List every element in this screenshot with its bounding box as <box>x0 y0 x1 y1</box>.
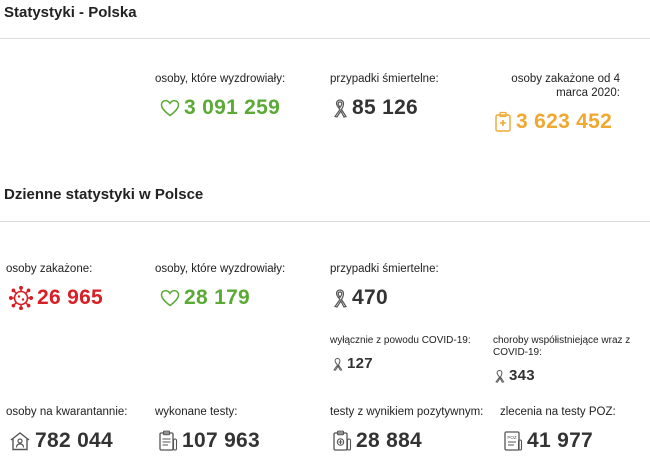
poland-deaths-stat: 85 126 <box>332 96 418 120</box>
daily-recovered-stat: 28 179 <box>160 286 250 310</box>
heart-icon <box>160 289 180 307</box>
covid-only-value: 127 <box>347 355 373 372</box>
daily-deaths-label: przypadki śmiertelne: <box>330 263 439 275</box>
svg-text:POZ: POZ <box>507 435 517 440</box>
section-title-poland: Statystyki - Polska <box>4 4 137 21</box>
poz-tablet-icon: POZ <box>503 430 523 452</box>
daily-infected-stat: 26 965 <box>9 286 103 310</box>
poz-orders-label: zlecenia na testy POZ: <box>500 406 616 418</box>
tests-stat: 107 963 <box>158 429 260 453</box>
daily-recovered-value: 28 179 <box>184 286 251 309</box>
daily-infected-label: osoby zakażone: <box>6 263 93 275</box>
comorbid-value: 343 <box>509 367 535 384</box>
positive-tests-value: 28 884 <box>356 429 423 452</box>
covid-only-stat: 127 <box>332 355 373 372</box>
clipboard-icon <box>158 430 178 452</box>
medical-kit-icon <box>494 111 512 133</box>
daily-infected-value: 26 965 <box>37 286 104 309</box>
section-title-daily: Dzienne statystyki w Polsce <box>4 186 204 203</box>
divider <box>0 221 650 222</box>
heart-icon <box>160 99 180 117</box>
daily-deaths-value: 470 <box>352 286 388 309</box>
test-tube-icon <box>332 430 352 452</box>
poland-deaths-value: 85 126 <box>352 96 419 119</box>
daily-deaths-stat: 470 <box>332 286 388 310</box>
poland-recovered-stat: 3 091 259 <box>160 96 280 120</box>
tests-label: wykonane testy: <box>155 406 238 418</box>
positive-tests-stat: 28 884 <box>332 429 422 453</box>
ribbon-icon <box>332 357 343 371</box>
ribbon-icon <box>332 98 348 118</box>
comorbid-stat: 343 <box>494 367 535 384</box>
daily-recovered-label: osoby, które wyzdrowiały: <box>155 263 286 275</box>
ribbon-icon <box>494 369 505 383</box>
poland-recovered-value: 3 091 259 <box>184 96 281 119</box>
quarantine-label: osoby na kwarantannie: <box>6 406 128 418</box>
divider <box>0 38 650 39</box>
positive-tests-label: testy z wynikiem pozytywnym: <box>330 406 484 418</box>
poland-infected-value: 3 623 452 <box>516 110 613 133</box>
comorbid-label: choroby współistniejące wraz z COVID-19: <box>493 335 631 358</box>
virus-icon <box>9 286 33 310</box>
covid-only-label: wyłącznie z powodu COVID-19: <box>330 335 471 346</box>
ribbon-icon <box>332 288 348 308</box>
house-person-icon <box>9 431 31 451</box>
quarantine-stat: 782 044 <box>9 429 113 453</box>
poland-deaths-label: przypadki śmiertelne: <box>330 73 439 85</box>
quarantine-value: 782 044 <box>35 429 114 452</box>
poland-recovered-label: osoby, które wyzdrowiały: <box>155 73 286 85</box>
poz-orders-value: 41 977 <box>527 429 594 452</box>
poland-infected-label: osoby zakażone od 4 marca 2020: <box>511 73 620 99</box>
poz-orders-stat: POZ 41 977 <box>503 429 593 453</box>
tests-value: 107 963 <box>182 429 261 452</box>
poland-infected-stat: 3 623 452 <box>494 110 612 134</box>
